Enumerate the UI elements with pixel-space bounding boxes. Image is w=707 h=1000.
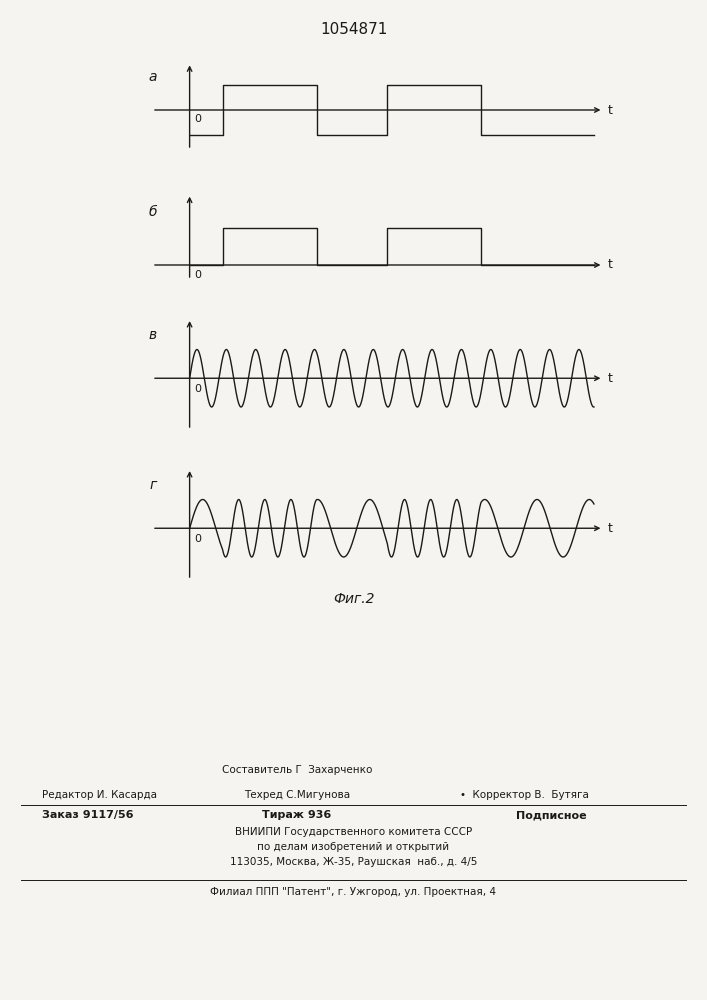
Text: Тираж 936: Тираж 936	[262, 810, 332, 820]
Text: 113035, Москва, Ж-35, Раушская  наб., д. 4/5: 113035, Москва, Ж-35, Раушская наб., д. …	[230, 857, 477, 867]
Text: 0: 0	[194, 269, 201, 279]
Text: в: в	[148, 328, 157, 342]
Text: •  Корректор В.  Бутяга: • Корректор В. Бутяга	[460, 790, 588, 800]
Text: Техред С.Мигунова: Техред С.Мигунова	[244, 790, 350, 800]
Text: 0: 0	[194, 384, 201, 394]
Text: Составитель Г  Захарченко: Составитель Г Захарченко	[222, 765, 372, 775]
Text: t: t	[608, 104, 613, 116]
Text: 1054871: 1054871	[320, 22, 387, 37]
Text: 0: 0	[194, 534, 201, 544]
Text: 0: 0	[194, 114, 201, 124]
Text: Фиг.2: Фиг.2	[333, 592, 374, 606]
Text: t: t	[608, 372, 613, 385]
Text: Редактор И. Касарда: Редактор И. Касарда	[42, 790, 158, 800]
Text: Заказ 9117/56: Заказ 9117/56	[42, 810, 134, 820]
Text: г: г	[149, 478, 157, 492]
Text: ВНИИПИ Государственного комитета СССР: ВНИИПИ Государственного комитета СССР	[235, 827, 472, 837]
Text: Подписное: Подписное	[516, 810, 587, 820]
Text: б: б	[148, 205, 157, 219]
Text: t: t	[608, 258, 613, 271]
Text: Филиал ППП "Патент", г. Ужгород, ул. Проектная, 4: Филиал ППП "Патент", г. Ужгород, ул. Про…	[211, 887, 496, 897]
Text: t: t	[608, 522, 613, 535]
Text: по делам изобретений и открытий: по делам изобретений и открытий	[257, 842, 450, 852]
Text: а: а	[148, 70, 157, 84]
